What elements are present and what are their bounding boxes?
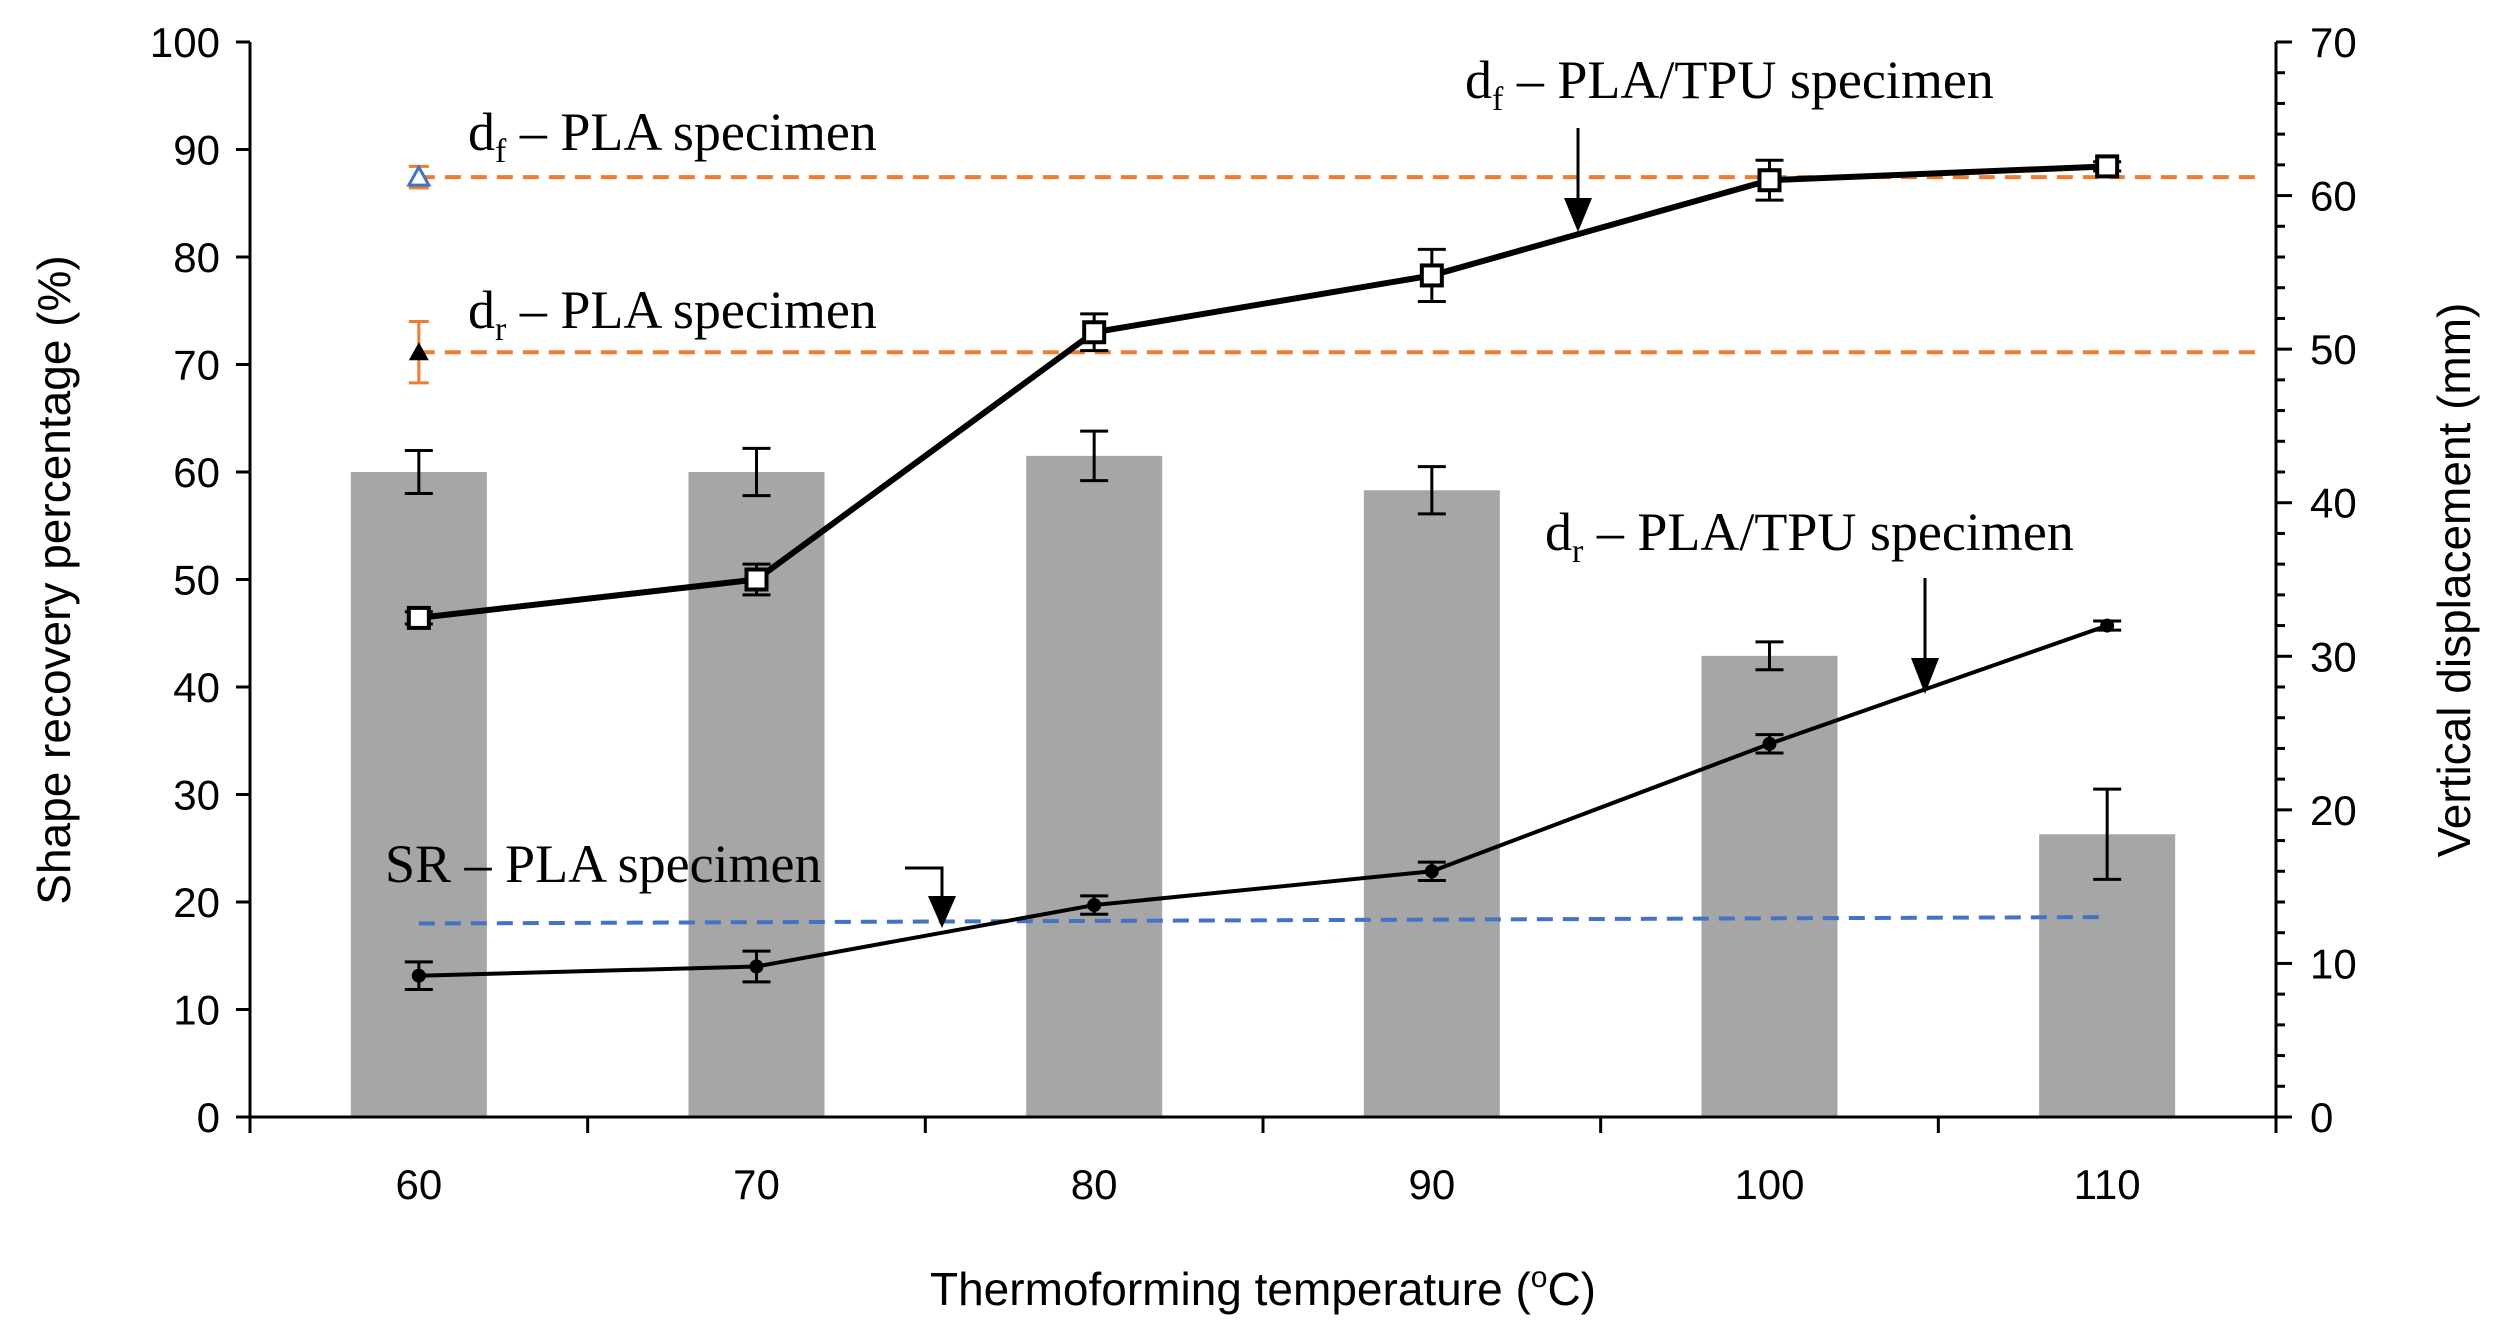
left-tick-label-80: 80 xyxy=(173,234,220,281)
series-0-point-60 xyxy=(406,605,431,630)
annotation-dr-pla: dr – PLA specimen xyxy=(468,280,877,348)
right-tick-label-0: 0 xyxy=(2310,1094,2333,1141)
arrow-dr-pla-tpu-head xyxy=(1911,658,1939,694)
arrows-layer xyxy=(905,128,1939,928)
axes-layer xyxy=(248,42,2278,1119)
right-tick-label-30: 30 xyxy=(2310,633,2357,680)
right-tick-label-60: 60 xyxy=(2310,173,2357,220)
series-1-point-90 xyxy=(1424,864,1439,879)
x-tick-label-80: 80 xyxy=(1071,1161,1118,1208)
lines-layer xyxy=(404,154,2122,992)
series-0-point-70 xyxy=(744,567,769,592)
annotation-df-pla-tpu: df – PLA/TPU specimen xyxy=(1465,50,1994,118)
series-1-point-110 xyxy=(2100,618,2115,633)
x-axis-title: Thermoforming temperature (oC) xyxy=(930,1261,1596,1315)
series-1-point-80 xyxy=(1087,898,1102,913)
left-axis-title: Shape recovery percentage (%) xyxy=(28,255,80,904)
series-line-1 xyxy=(418,623,2108,978)
series-1-point-70 xyxy=(749,959,764,974)
x-tick-label-100: 100 xyxy=(1734,1161,1804,1208)
bar-90 xyxy=(1363,490,1500,1117)
reference-line-2 xyxy=(418,915,2108,926)
bar-80 xyxy=(1026,455,1163,1117)
right-axis-title: Vertical displacement (mm) xyxy=(2428,303,2480,858)
annotation-sr-pla: SR – PLA specimen xyxy=(385,834,822,894)
right-tick-label-70: 70 xyxy=(2310,19,2357,66)
series-0-point-100 xyxy=(1757,168,1782,193)
x-tick-label-90: 90 xyxy=(1408,1161,1455,1208)
left-tick-label-50: 50 xyxy=(173,557,220,604)
right-tick-label-40: 40 xyxy=(2310,480,2357,527)
arrow-df-pla-tpu-head xyxy=(1564,198,1592,232)
reference-lines-layer xyxy=(406,164,2262,926)
bar-110 xyxy=(2039,834,2176,1117)
x-axis-title-superscript: o xyxy=(1531,1261,1548,1294)
x-tick-label-70: 70 xyxy=(733,1161,780,1208)
series-1-point-100 xyxy=(1762,736,1777,751)
bar-60 xyxy=(350,472,487,1117)
annotation-dr-pla-tpu: dr – PLA/TPU specimen xyxy=(1545,502,2074,570)
left-tick-label-90: 90 xyxy=(173,127,220,174)
annotation-df-pla: df – PLA specimen xyxy=(468,102,877,170)
series-line-0 xyxy=(418,163,2108,621)
left-tick-label-10: 10 xyxy=(173,987,220,1034)
left-tick-label-100: 100 xyxy=(150,19,220,66)
left-tick-label-70: 70 xyxy=(173,342,220,389)
left-tick-label-20: 20 xyxy=(173,879,220,926)
bar-100 xyxy=(1701,655,1838,1117)
arrow-sr-pla-shaft xyxy=(905,866,944,898)
series-0-point-80 xyxy=(1082,320,1107,345)
series-0-point-90 xyxy=(1419,263,1444,288)
left-tick-label-30: 30 xyxy=(173,772,220,819)
right-tick-label-50: 50 xyxy=(2310,326,2357,373)
x-tick-label-60: 60 xyxy=(395,1161,442,1208)
right-tick-label-10: 10 xyxy=(2310,940,2357,987)
ticks-layer: 0 10 20 30 40 50 60 70 80 90 100 0 10 20 30 40 50 60 70 60 7… xyxy=(150,19,2357,1208)
bars-layer xyxy=(350,429,2176,1117)
x-tick-label-110: 110 xyxy=(2074,1161,2141,1208)
series-0-point-110 xyxy=(2095,154,2120,179)
arrow-sr-pla-head xyxy=(928,896,956,928)
right-tick-label-20: 20 xyxy=(2310,787,2357,834)
reference-marker-0 xyxy=(406,164,432,187)
series-1-point-60 xyxy=(411,968,426,983)
left-tick-label-0: 0 xyxy=(197,1094,220,1141)
left-tick-label-60: 60 xyxy=(173,449,220,496)
reference-marker-1 xyxy=(408,342,429,361)
left-tick-label-40: 40 xyxy=(173,664,220,711)
